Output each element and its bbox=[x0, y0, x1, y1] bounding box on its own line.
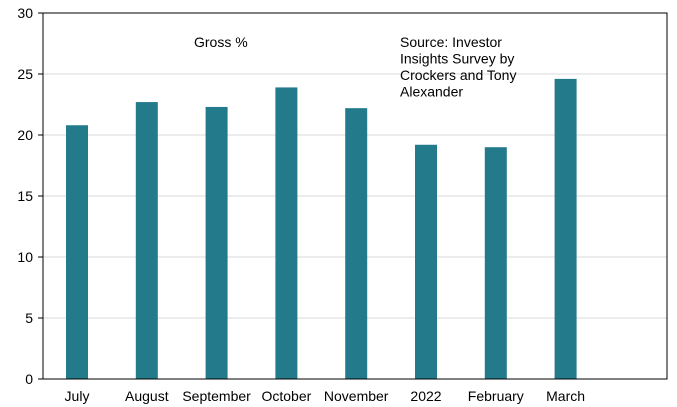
axes bbox=[38, 12, 668, 380]
bars bbox=[66, 78, 577, 380]
bar-november bbox=[345, 108, 368, 379]
y-tick-label-20: 20 bbox=[17, 127, 33, 143]
series-label-annotation: Gross % bbox=[194, 34, 248, 50]
y-tick-label-0: 0 bbox=[25, 371, 33, 387]
x-tick-label-july: July bbox=[65, 388, 90, 404]
bar-july bbox=[66, 125, 88, 380]
y-tick-label-5: 5 bbox=[25, 310, 33, 326]
y-tick-label-30: 30 bbox=[17, 5, 33, 21]
x-tick-label-2022: 2022 bbox=[410, 388, 441, 404]
bar-september bbox=[205, 106, 228, 379]
source-line-1: Source: Investor bbox=[400, 34, 502, 50]
y-tick-label-25: 25 bbox=[17, 66, 33, 82]
source-line-2: Insights Survey by bbox=[400, 51, 514, 67]
bar-march bbox=[554, 78, 577, 379]
x-tick-labels: July August September October November 2022 Fe… bbox=[65, 388, 586, 404]
x-tick-label-november: November bbox=[324, 388, 389, 404]
x-tick-label-august: August bbox=[125, 388, 169, 404]
bar-2022 bbox=[415, 144, 437, 379]
y-tick-label-10: 10 bbox=[17, 249, 33, 265]
bar-february bbox=[484, 147, 507, 379]
x-tick-label-march: March bbox=[546, 388, 585, 404]
y-tick-labels: 0 5 10 15 20 25 30 bbox=[17, 5, 33, 387]
x-tick-label-october: October bbox=[261, 388, 311, 404]
source-line-3: Crockers and Tony bbox=[400, 67, 516, 83]
x-tick-label-february: February bbox=[468, 388, 524, 404]
bar-august bbox=[135, 102, 158, 379]
source-line-4: Alexander bbox=[400, 84, 463, 100]
x-tick-label-september: September bbox=[182, 388, 251, 404]
bar-october bbox=[275, 87, 298, 380]
y-tick-label-15: 15 bbox=[17, 188, 33, 204]
